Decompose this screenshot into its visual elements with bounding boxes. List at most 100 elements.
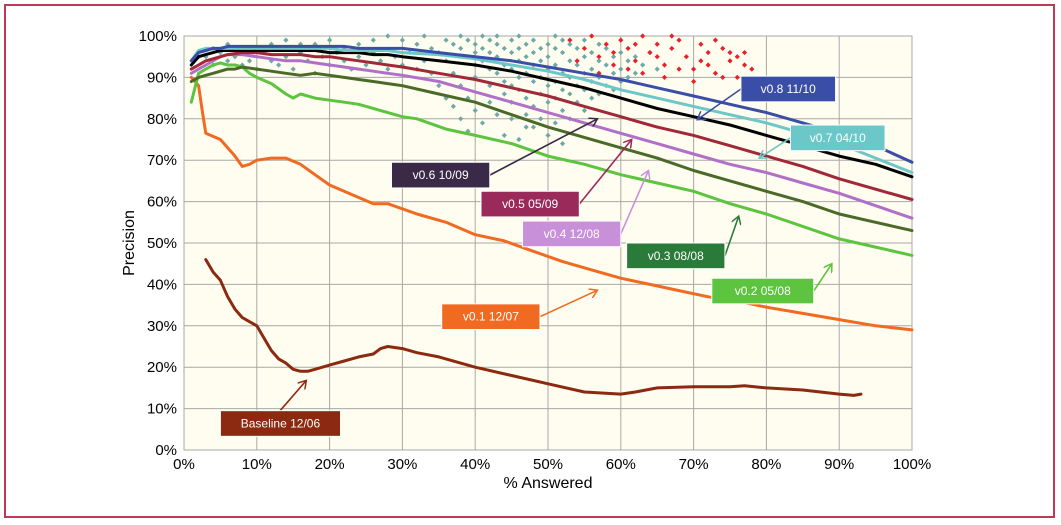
scatter-point [450, 41, 456, 47]
scatter-point [552, 120, 558, 126]
scatter-point [567, 58, 573, 64]
series-line [189, 61, 914, 257]
x-axis-label: % Answered [504, 475, 593, 492]
scatter-point [516, 74, 522, 80]
scatter-point [691, 78, 697, 85]
scatter-point [581, 107, 587, 114]
annotation-label: v0.2 05/08 [735, 284, 791, 298]
annotation-arrow [813, 264, 832, 292]
scatter-point [458, 45, 464, 52]
annotation-box [480, 190, 580, 218]
scatter-point [538, 116, 544, 122]
series-layer [189, 44, 914, 397]
scatter-point [363, 62, 369, 68]
y-tick-label: 0% [155, 442, 177, 459]
scatter-point [610, 54, 617, 60]
scatter-point [225, 58, 231, 64]
scatter-point [385, 66, 391, 72]
scatter-point [596, 41, 602, 47]
scatter-point [669, 45, 675, 52]
annotation-arrow [697, 88, 742, 120]
scatter-point [538, 45, 544, 52]
scatter-point [523, 41, 529, 47]
scatter-point [530, 124, 537, 130]
scatter-point [530, 37, 537, 43]
scatter-point [712, 70, 719, 76]
scatter-point [356, 54, 362, 60]
x-tick-label: 10% [242, 456, 272, 473]
scatter-point [574, 45, 580, 52]
scatter-point [472, 107, 478, 114]
scatter-point [399, 37, 405, 43]
y-tick-label: 70% [147, 152, 177, 169]
scatter-point [246, 58, 253, 64]
y-tick-label: 60% [147, 194, 177, 211]
scatter-point [479, 45, 486, 52]
tick-labels: 0% 10% 20% 30% 40% 50% 60% 70% 80% 90% 100% 0% 10% 20… [139, 28, 932, 473]
scatter-point [734, 54, 740, 60]
annotation-label: Baseline 12/06 [241, 417, 321, 431]
scatter-point [676, 37, 682, 43]
annotation-box [390, 161, 491, 189]
annotation-label: v0.4 12/08 [544, 227, 600, 241]
scatter-point [538, 58, 544, 64]
scatter-point [268, 41, 274, 47]
y-tick-label: 30% [147, 318, 177, 335]
scatter-point [450, 103, 456, 109]
scatter-point [618, 49, 624, 56]
scatter-point [603, 62, 609, 68]
scatter-point [509, 66, 515, 72]
scatter-point [509, 49, 515, 56]
scatter-point [640, 70, 646, 76]
scatter-point [691, 66, 697, 72]
x-tick-label: 30% [387, 456, 417, 473]
scatter-point [523, 54, 529, 60]
y-tick-label: 90% [147, 69, 177, 86]
annotation-label: v0.5 05/09 [502, 197, 558, 211]
x-tick-label: 0% [173, 456, 195, 473]
y-tick-label: 50% [147, 235, 177, 252]
annotation-label: v0.6 10/09 [413, 168, 469, 182]
scatter-point [567, 37, 573, 43]
scatter-point [589, 95, 595, 101]
scatter-point [479, 120, 486, 126]
x-tick-label: 40% [460, 456, 490, 473]
scatter-point [494, 112, 500, 118]
annotation-box [740, 75, 837, 103]
scatter-point [734, 74, 740, 80]
scatter-point [574, 62, 580, 68]
y-tick-label: 40% [147, 276, 177, 293]
scatter-point [618, 37, 624, 43]
annotation-arrow [620, 171, 649, 235]
scatter-point [581, 54, 587, 60]
precision-chart: v0.8 11/10 v0.7 04/10 v0.6 10/09 v0.5 05/09… [121, 28, 932, 492]
scatter-point [479, 33, 486, 39]
scatter-point [297, 41, 304, 47]
scatter-point [545, 54, 551, 60]
scatter-point [341, 45, 347, 52]
scatter-point [647, 49, 653, 56]
scatter-point [640, 33, 646, 39]
scatter-point [545, 41, 551, 47]
annotation-arrow [759, 137, 791, 158]
scatter-point [589, 49, 595, 56]
scatter-point [610, 49, 617, 56]
scatter-point [720, 45, 726, 52]
scatter-point [559, 49, 566, 56]
scatter-point [596, 58, 602, 64]
scatter-point [698, 58, 704, 64]
scatter-point [625, 74, 631, 80]
scatter-point [741, 62, 748, 68]
scatter-point [530, 78, 537, 85]
x-tick-label: 100% [893, 456, 931, 473]
annotation-arrow [539, 290, 598, 318]
scatter-point [501, 45, 507, 52]
scatter-point [399, 62, 405, 68]
scatter-point [552, 33, 558, 39]
x-tick-label: 50% [533, 456, 563, 473]
scatter-point [625, 58, 631, 64]
scatter-point [727, 58, 733, 64]
scatter-point [356, 41, 362, 47]
scatter-point [465, 128, 471, 134]
x-tick-label: 90% [824, 456, 854, 473]
